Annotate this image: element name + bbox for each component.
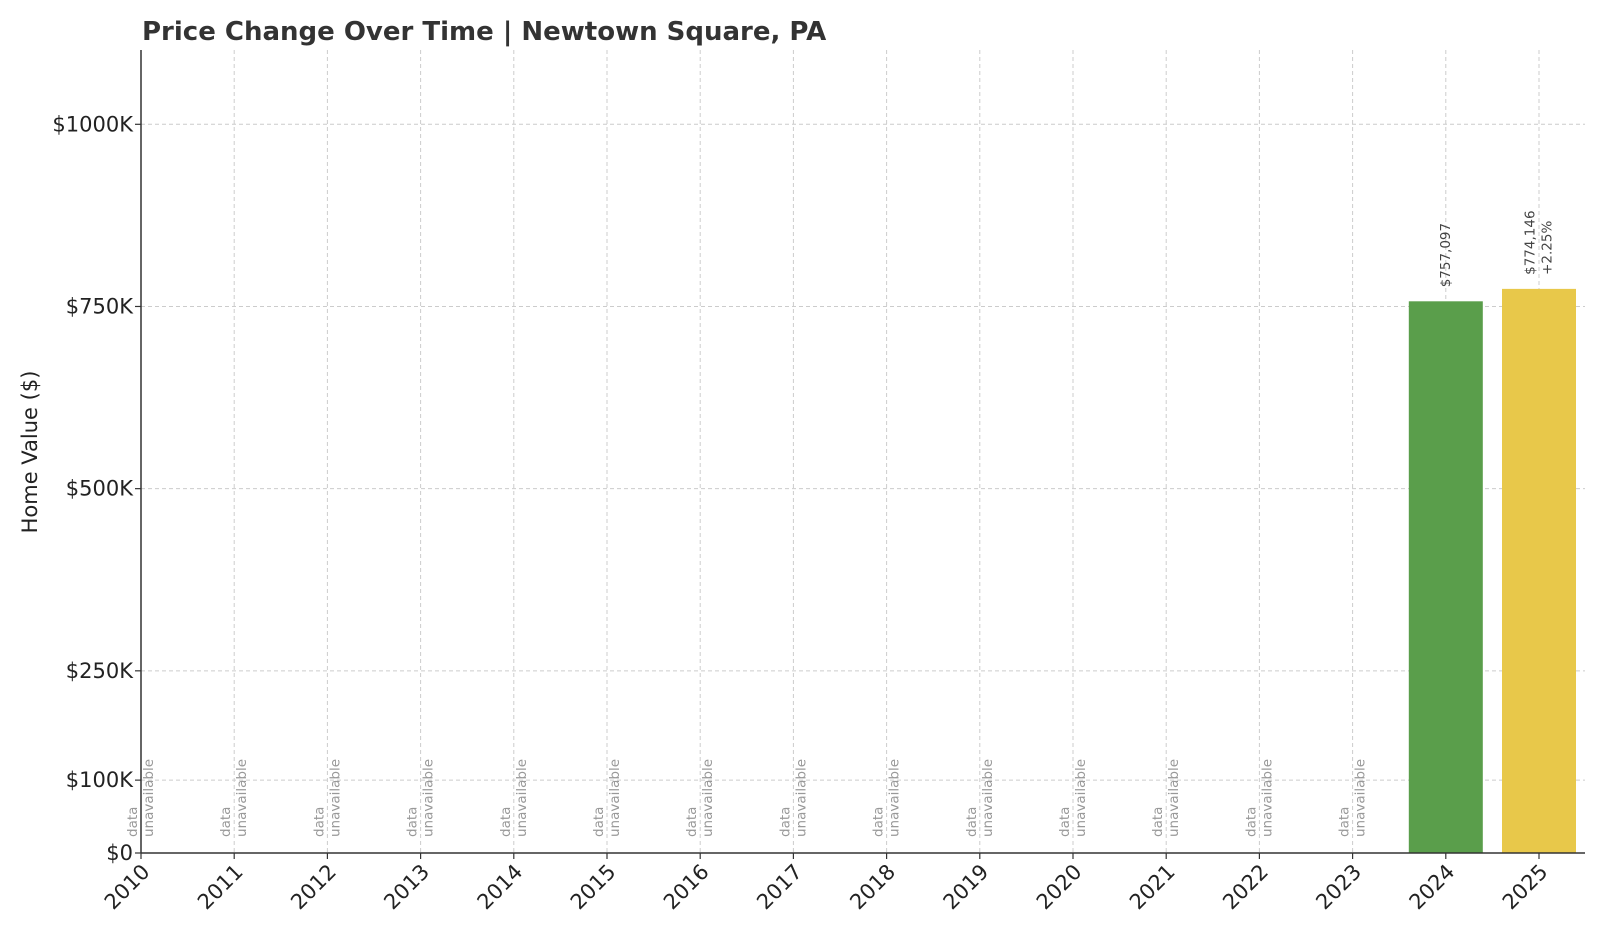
data-unavailable-label: unavailable xyxy=(421,759,437,837)
bar-value-label: $774,146 xyxy=(1523,210,1539,274)
data-unavailable-label: data xyxy=(684,807,700,837)
x-tick-label: 2025 xyxy=(1498,860,1553,915)
x-tick-label: 2014 xyxy=(473,860,528,915)
data-unavailable-label: data xyxy=(964,807,980,837)
y-tick-label: $500K xyxy=(66,477,134,501)
data-unavailable-label: data xyxy=(1150,807,1166,837)
x-tick-label: 2015 xyxy=(566,860,621,915)
axis-layer xyxy=(140,50,1585,854)
y-tick-label: $750K xyxy=(66,294,134,318)
data-unavailable-label: data xyxy=(871,807,887,837)
data-unavailable-label: data xyxy=(125,807,141,837)
y-tick-label: $100K xyxy=(66,768,134,792)
data-unavailable-label: unavailable xyxy=(887,759,903,837)
data-unavailable-label: unavailable xyxy=(607,759,623,837)
data-unavailable-label: data xyxy=(1337,807,1353,837)
bar-2025 xyxy=(1502,288,1576,853)
y-tick-label: $250K xyxy=(66,659,134,683)
x-tick-label: 2017 xyxy=(752,860,807,915)
x-tick-label: 2022 xyxy=(1218,860,1273,915)
y-tick-label: $1000K xyxy=(52,112,134,136)
chart-title: Price Change Over Time | Newtown Square,… xyxy=(142,17,826,47)
bar-layer xyxy=(1408,288,1576,853)
x-tick-label: 2018 xyxy=(845,860,900,915)
data-unavailable-label: unavailable xyxy=(234,759,250,837)
grid-layer xyxy=(141,50,1585,853)
x-tick-label: 2010 xyxy=(100,860,155,915)
data-unavailable-label: unavailable xyxy=(1166,759,1182,837)
y-axis-label: Home Value ($) xyxy=(18,371,42,534)
data-unavailable-label: unavailable xyxy=(700,759,716,837)
bar-value-label: $757,097 xyxy=(1438,223,1454,287)
x-tick-label: 2020 xyxy=(1032,860,1087,915)
data-unavailable-label: unavailable xyxy=(141,759,157,837)
y-tick-label: $0 xyxy=(106,841,133,865)
bar-value-label: +2.25% xyxy=(1540,221,1556,275)
data-unavailable-label: unavailable xyxy=(1073,759,1089,837)
data-unavailable-label: data xyxy=(311,807,327,837)
data-unavailable-label: unavailable xyxy=(980,759,996,837)
data-unavailable-label: unavailable xyxy=(1259,759,1275,837)
x-tick-label: 2019 xyxy=(939,860,994,915)
x-tick-label: 2021 xyxy=(1125,860,1180,915)
data-unavailable-label: data xyxy=(218,807,234,837)
x-tick-label: 2016 xyxy=(659,860,714,915)
data-unavailable-label: unavailable xyxy=(327,759,343,837)
x-tick-label: 2024 xyxy=(1405,860,1460,915)
x-tick-label: 2023 xyxy=(1311,860,1366,915)
data-unavailable-label: data xyxy=(1057,807,1073,837)
data-unavailable-label: unavailable xyxy=(514,759,530,837)
data-unavailable-label: data xyxy=(498,807,514,837)
data-unavailable-label: data xyxy=(405,807,421,837)
x-tick-label: 2013 xyxy=(379,860,434,915)
x-tick-label: 2011 xyxy=(193,860,248,915)
data-unavailable-label: unavailable xyxy=(1353,759,1369,837)
data-unavailable-label: data xyxy=(777,807,793,837)
data-unavailable-label: data xyxy=(1243,807,1259,837)
data-unavailable-label: unavailable xyxy=(793,759,809,837)
x-tick-label: 2012 xyxy=(286,860,341,915)
data-unavailable-label: data xyxy=(591,807,607,837)
bar-2024 xyxy=(1408,301,1483,853)
